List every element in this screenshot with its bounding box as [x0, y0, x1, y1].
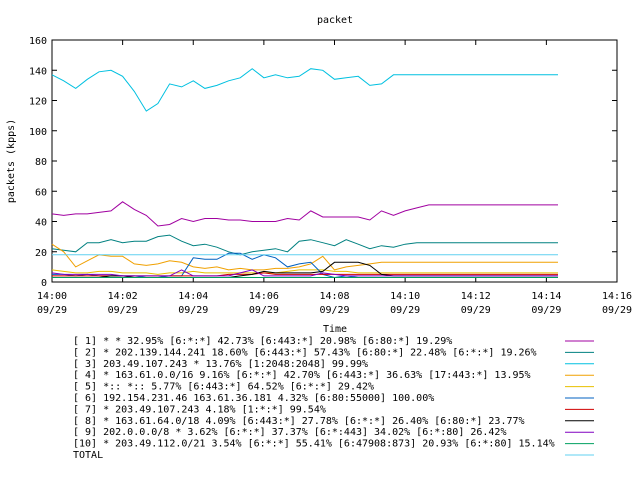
x-tick-label-time: 14:00 [37, 291, 67, 302]
x-tick-label-time: 14:04 [178, 291, 208, 302]
series-line-3 [51, 68, 558, 112]
y-tick-label: 60 [35, 187, 47, 198]
y-tick-label: 0 [41, 278, 47, 289]
x-tick-label-time: 14:16 [602, 291, 632, 302]
legend-label: [10] * 203.49.112.0/21 3.54% [6:*:*] 55.… [73, 439, 555, 450]
legend-label: [ 2] * 202.139.144.241 18.60% [6:443:*] … [73, 347, 537, 358]
legend-label: [ 4] * 163.61.0.0/16 9.16% [6:*:*] 42.70… [73, 370, 531, 381]
x-tick-label-date: 09/29 [37, 305, 67, 316]
series-line-5 [51, 269, 558, 275]
y-tick-label: 140 [29, 66, 47, 77]
x-tick-label-time: 14:06 [249, 291, 279, 302]
x-tick-label-date: 09/29 [531, 305, 561, 316]
chart-title: packet [317, 15, 353, 26]
x-tick-label-date: 09/29 [319, 305, 349, 316]
legend-label: TOTAL [73, 450, 103, 461]
x-tick-label-time: 14:12 [461, 291, 491, 302]
x-tick-label-time: 14:14 [531, 291, 561, 302]
y-tick-label: 160 [29, 36, 47, 47]
series-line-2 [51, 234, 558, 256]
x-tick-label-time: 14:08 [319, 291, 349, 302]
legend-label: [ 7] * 203.49.107.243 4.18% [1:*:*] 99.5… [73, 404, 326, 415]
x-tick-label-date: 09/29 [108, 305, 138, 316]
y-tick-label: 100 [29, 127, 47, 138]
series-lines [51, 68, 558, 279]
x-tick-label-date: 09/29 [249, 305, 279, 316]
legend-label: [ 3] 203.49.107.243 * 13.76% [1:2048:204… [73, 359, 368, 370]
x-tick-label-date: 09/29 [178, 305, 208, 316]
series-line-9 [51, 269, 558, 277]
y-axis-label: packets (kpps) [6, 119, 17, 203]
x-tick-label-date: 09/29 [390, 305, 420, 316]
y-tick-label: 40 [35, 218, 47, 229]
legend: [ 1] * * 32.95% [6:*:*] 42.73% [6:443:*]… [73, 336, 594, 461]
x-tick-label-time: 14:02 [108, 291, 138, 302]
x-tick-label-date: 09/29 [461, 305, 491, 316]
y-tick-label: 20 [35, 248, 47, 259]
y-tick-label: 120 [29, 97, 47, 108]
legend-label: [ 8] * 163.61.64.0/18 4.09% [6:443:*] 27… [73, 416, 525, 427]
x-tick-label-time: 14:10 [390, 291, 420, 302]
y-tick-label: 80 [35, 157, 47, 168]
x-tick-label-date: 09/29 [602, 305, 632, 316]
y-axis: 0 20 40 60 80 100 120 140 160 [29, 36, 617, 289]
legend-label: [ 5] *:: *:: 5.77% [6:443:*] 64.52% [6:*… [73, 382, 374, 393]
x-axis-label: Time [323, 324, 347, 335]
series-line-4 [51, 243, 558, 271]
legend-label: [ 1] * * 32.95% [6:*:*] 42.73% [6:443:*]… [73, 336, 452, 347]
x-axis: 14:00 09/29 14:02 09/29 14:04 09/29 14:06 09/29… [37, 40, 632, 316]
legend-label: [ 6] 192.154.231.46 163.61.36.181 4.32% … [73, 393, 434, 404]
legend-label: [ 9] 202.0.0.0/8 * 3.62% [6:*:*] 37.37% … [73, 427, 506, 438]
series-line-1 [51, 201, 558, 227]
